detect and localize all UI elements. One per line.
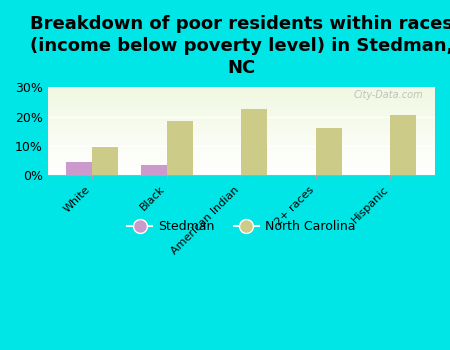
Bar — [48, 126, 435, 127]
Bar — [48, 172, 435, 173]
Bar — [48, 140, 435, 141]
Bar — [241, 109, 267, 175]
Bar — [48, 149, 435, 150]
Bar — [141, 165, 167, 175]
Bar — [48, 156, 435, 157]
Bar — [48, 127, 435, 128]
Bar — [316, 128, 342, 175]
Bar — [48, 147, 435, 148]
Bar — [48, 90, 435, 91]
Bar — [48, 169, 435, 170]
Bar — [48, 135, 435, 136]
Bar — [48, 154, 435, 155]
Bar — [48, 158, 435, 159]
Bar — [48, 98, 435, 99]
Bar — [48, 165, 435, 166]
Bar — [48, 92, 435, 93]
Text: City-Data.com: City-Data.com — [354, 90, 423, 100]
Bar — [48, 109, 435, 110]
Bar — [48, 91, 435, 92]
Bar — [66, 162, 92, 175]
Bar — [48, 106, 435, 107]
Bar — [48, 145, 435, 146]
Bar — [48, 155, 435, 156]
Bar — [48, 139, 435, 140]
Bar — [92, 147, 118, 175]
Bar — [48, 162, 435, 163]
Bar — [48, 152, 435, 153]
Bar — [48, 122, 435, 124]
Bar — [48, 130, 435, 131]
Bar — [48, 118, 435, 119]
Bar — [48, 138, 435, 139]
Bar — [48, 104, 435, 105]
Bar — [48, 173, 435, 174]
Bar — [48, 108, 435, 109]
Bar — [48, 125, 435, 126]
Bar — [48, 171, 435, 172]
Bar — [48, 121, 435, 122]
Bar — [48, 110, 435, 111]
Legend: Stedman, North Carolina: Stedman, North Carolina — [122, 215, 360, 238]
Bar — [48, 120, 435, 121]
Bar — [48, 153, 435, 154]
Bar — [48, 170, 435, 171]
Bar — [48, 148, 435, 149]
Bar — [48, 132, 435, 133]
Bar — [48, 146, 435, 147]
Bar — [48, 111, 435, 112]
Bar — [48, 116, 435, 117]
Bar — [48, 161, 435, 162]
Bar — [48, 134, 435, 135]
Bar — [48, 167, 435, 168]
Bar — [48, 160, 435, 161]
Bar — [48, 159, 435, 160]
Bar — [48, 141, 435, 142]
Bar — [48, 150, 435, 151]
Bar — [48, 131, 435, 132]
Bar — [48, 142, 435, 143]
Bar — [48, 105, 435, 106]
Bar — [48, 133, 435, 134]
Bar — [48, 168, 435, 169]
Bar — [48, 97, 435, 98]
Bar — [48, 129, 435, 130]
Bar — [48, 151, 435, 152]
Bar — [48, 96, 435, 97]
Bar — [48, 114, 435, 116]
Bar — [48, 100, 435, 101]
Bar — [48, 124, 435, 125]
Bar — [48, 112, 435, 113]
Bar — [48, 87, 435, 88]
Bar — [48, 163, 435, 164]
Bar — [48, 95, 435, 96]
Bar — [48, 88, 435, 89]
Bar — [48, 107, 435, 108]
Bar — [48, 117, 435, 118]
Bar — [48, 166, 435, 167]
Bar — [167, 121, 193, 175]
Bar — [48, 157, 435, 158]
Bar — [48, 174, 435, 175]
Bar — [48, 94, 435, 95]
Bar — [48, 103, 435, 104]
Bar — [48, 136, 435, 138]
Bar — [48, 119, 435, 120]
Title: Breakdown of poor residents within races
(income below poverty level) in Stedman: Breakdown of poor residents within races… — [30, 15, 450, 77]
Bar — [48, 113, 435, 114]
Bar — [48, 102, 435, 103]
Bar — [48, 128, 435, 129]
Bar — [48, 89, 435, 90]
Bar — [48, 99, 435, 100]
Bar — [48, 144, 435, 145]
Bar — [48, 93, 435, 94]
Bar — [390, 115, 416, 175]
Bar — [48, 164, 435, 165]
